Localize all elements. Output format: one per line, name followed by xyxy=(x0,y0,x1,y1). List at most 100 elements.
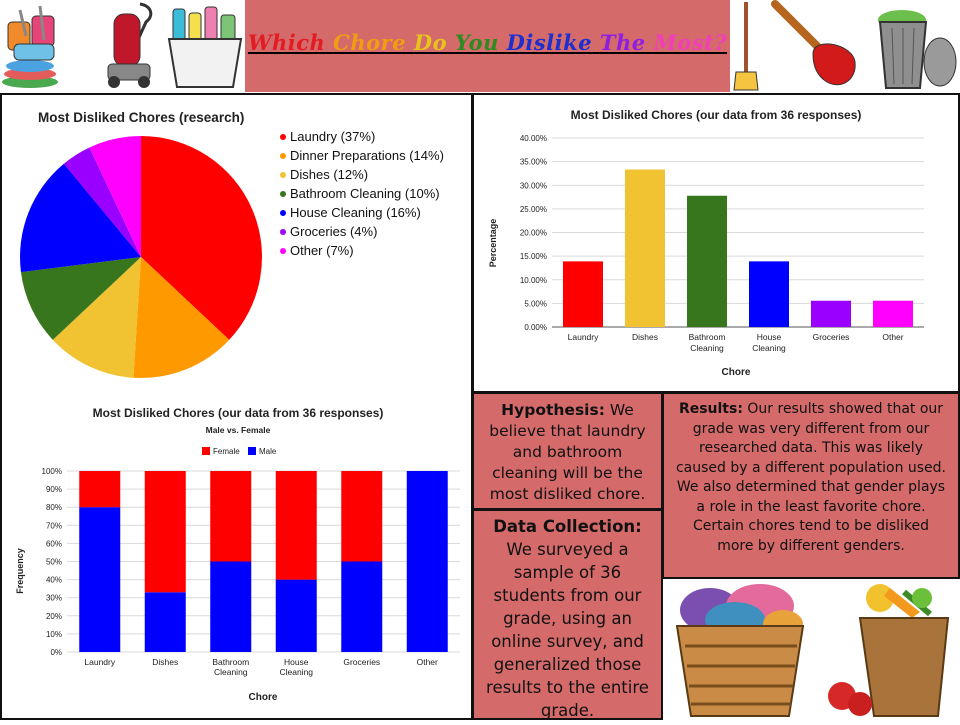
hypothesis-box: Hypothesis: We believe that laundry and … xyxy=(472,392,663,510)
stacked-bar-segment xyxy=(144,471,186,593)
pie-chart-title: Most Disliked Chores (research) xyxy=(38,110,244,125)
y-tick-label: 20.00% xyxy=(520,229,547,238)
y-tick-label: 50% xyxy=(46,558,62,567)
data-collection-box: Data Collection: We surveyed a sample of … xyxy=(472,509,663,720)
stacked-bar-segment xyxy=(341,471,383,562)
hypothesis-label: Hypothesis: xyxy=(501,401,605,419)
results-box: Results: Our results showed that our gra… xyxy=(662,392,960,579)
title-word: You xyxy=(454,30,499,55)
legend-marker xyxy=(280,210,286,216)
cleaning-bucket-illustration xyxy=(165,5,245,91)
x-tick-label: House xyxy=(284,657,309,667)
grocery-bag-illustration xyxy=(820,578,960,720)
x-tick-label: Bathroom xyxy=(212,657,249,667)
bar xyxy=(625,169,665,327)
bar xyxy=(873,300,913,327)
stacked-chart-subtitle: Male vs. Female xyxy=(206,425,271,435)
pie-slice xyxy=(63,147,141,257)
legend-marker xyxy=(280,172,286,178)
legend-swatch xyxy=(202,447,210,455)
y-tick-label: 90% xyxy=(46,485,62,494)
y-tick-label: 30.00% xyxy=(520,181,547,190)
stacked-bar-segment xyxy=(210,471,252,562)
y-tick-label: 40% xyxy=(46,576,62,585)
y-tick-label: 30% xyxy=(46,594,62,603)
hypothesis-body: We believe that laundry and bathroom cle… xyxy=(489,401,646,503)
legend-label: Dinner Preparations (14%) xyxy=(290,148,444,163)
x-tick-label: Cleaning xyxy=(752,343,786,353)
hypothesis-text: Hypothesis: We believe that laundry and … xyxy=(482,400,653,505)
y-tick-label: 10.00% xyxy=(520,276,547,285)
stacked-bar-segment xyxy=(275,471,317,580)
bar xyxy=(749,261,789,327)
pie-slice xyxy=(19,163,141,273)
legend-label: Female xyxy=(213,447,240,456)
pie-slice xyxy=(89,136,141,257)
pie-slice xyxy=(133,257,230,378)
results-body: Our results showed that our grade was ve… xyxy=(675,401,947,554)
y-tick-label: 10% xyxy=(46,630,62,639)
x-tick-label: Laundry xyxy=(568,332,599,342)
legend-marker xyxy=(280,153,286,159)
stacked-chart-title: Most Disliked Chores (our data from 36 r… xyxy=(93,406,384,420)
stacked-bar-segment xyxy=(341,561,383,652)
x-tick-label: Cleaning xyxy=(214,667,248,677)
y-tick-label: 35.00% xyxy=(520,158,547,167)
stacked-chart-panel: Most Disliked Chores (our data from 36 r… xyxy=(0,393,473,720)
bar-chart-ylabel: Percentage xyxy=(488,219,498,268)
bar xyxy=(687,195,727,327)
x-tick-label: Cleaning xyxy=(279,667,313,677)
y-tick-label: 0.00% xyxy=(524,323,547,332)
x-tick-label: Bathroom xyxy=(689,332,726,342)
legend-label: Groceries (4%) xyxy=(290,224,377,239)
broom-illustration xyxy=(732,0,760,92)
bar xyxy=(811,300,851,327)
y-tick-label: 100% xyxy=(42,467,62,476)
bar-chart-xlabel: Chore xyxy=(722,367,751,378)
pie-slice xyxy=(141,136,262,340)
legend-label: Laundry (37%) xyxy=(290,129,375,144)
bar-chart-title: Most Disliked Chores (our data from 36 r… xyxy=(571,108,862,122)
results-label: Results: xyxy=(678,401,743,417)
title-word: Do xyxy=(413,30,448,55)
x-tick-label: Other xyxy=(882,332,903,342)
legend-label: Bathroom Cleaning (10%) xyxy=(290,186,440,201)
pie-slice xyxy=(20,257,142,340)
stacked-chart-ylabel: Frequency xyxy=(15,548,25,594)
title-band: Which Chore Do You Dislike The Most? xyxy=(245,0,730,92)
x-tick-label: Cleaning xyxy=(690,343,724,353)
y-tick-label: 80% xyxy=(46,503,62,512)
y-tick-label: 0% xyxy=(50,648,62,657)
title-word: Which xyxy=(247,30,326,55)
data-collection-body: We surveyed a sample of 36 students from… xyxy=(486,540,649,720)
plunger-illustration xyxy=(765,0,865,92)
legend-label: Other (7%) xyxy=(290,243,354,258)
bar-chart: Most Disliked Chores (our data from 36 r… xyxy=(488,108,924,378)
stacked-bar-segment xyxy=(275,579,317,652)
vacuum-illustration xyxy=(100,0,160,92)
dish-stack-illustration xyxy=(2,5,58,88)
title-word: The xyxy=(599,30,646,55)
x-tick-label: Dishes xyxy=(632,332,658,342)
y-tick-label: 15.00% xyxy=(520,252,547,261)
stacked-bar-segment xyxy=(79,471,121,508)
stacked-bar-segment xyxy=(210,561,252,652)
pie-chart: Most Disliked Chores (research) Laundry … xyxy=(19,110,444,378)
stacked-bar-segment xyxy=(144,592,186,652)
x-tick-label: Laundry xyxy=(84,657,115,667)
legend-label: Dishes (12%) xyxy=(290,167,368,182)
y-tick-label: 40.00% xyxy=(520,134,547,143)
y-tick-label: 25.00% xyxy=(520,205,547,214)
title-word: Most? xyxy=(653,30,728,55)
x-tick-label: Groceries xyxy=(343,657,380,667)
page-title: Which Chore Do You Dislike The Most? xyxy=(245,30,730,55)
stacked-chart-xlabel: Chore xyxy=(249,692,278,703)
pie-chart-panel: Most Disliked Chores (research) Laundry … xyxy=(0,93,473,395)
legend-swatch xyxy=(248,447,256,455)
legend-marker xyxy=(280,248,286,254)
stacked-bar-segment xyxy=(406,471,448,652)
header-art-left xyxy=(0,0,245,92)
y-tick-label: 70% xyxy=(46,521,62,530)
legend-marker xyxy=(280,229,286,235)
y-tick-label: 5.00% xyxy=(524,299,547,308)
